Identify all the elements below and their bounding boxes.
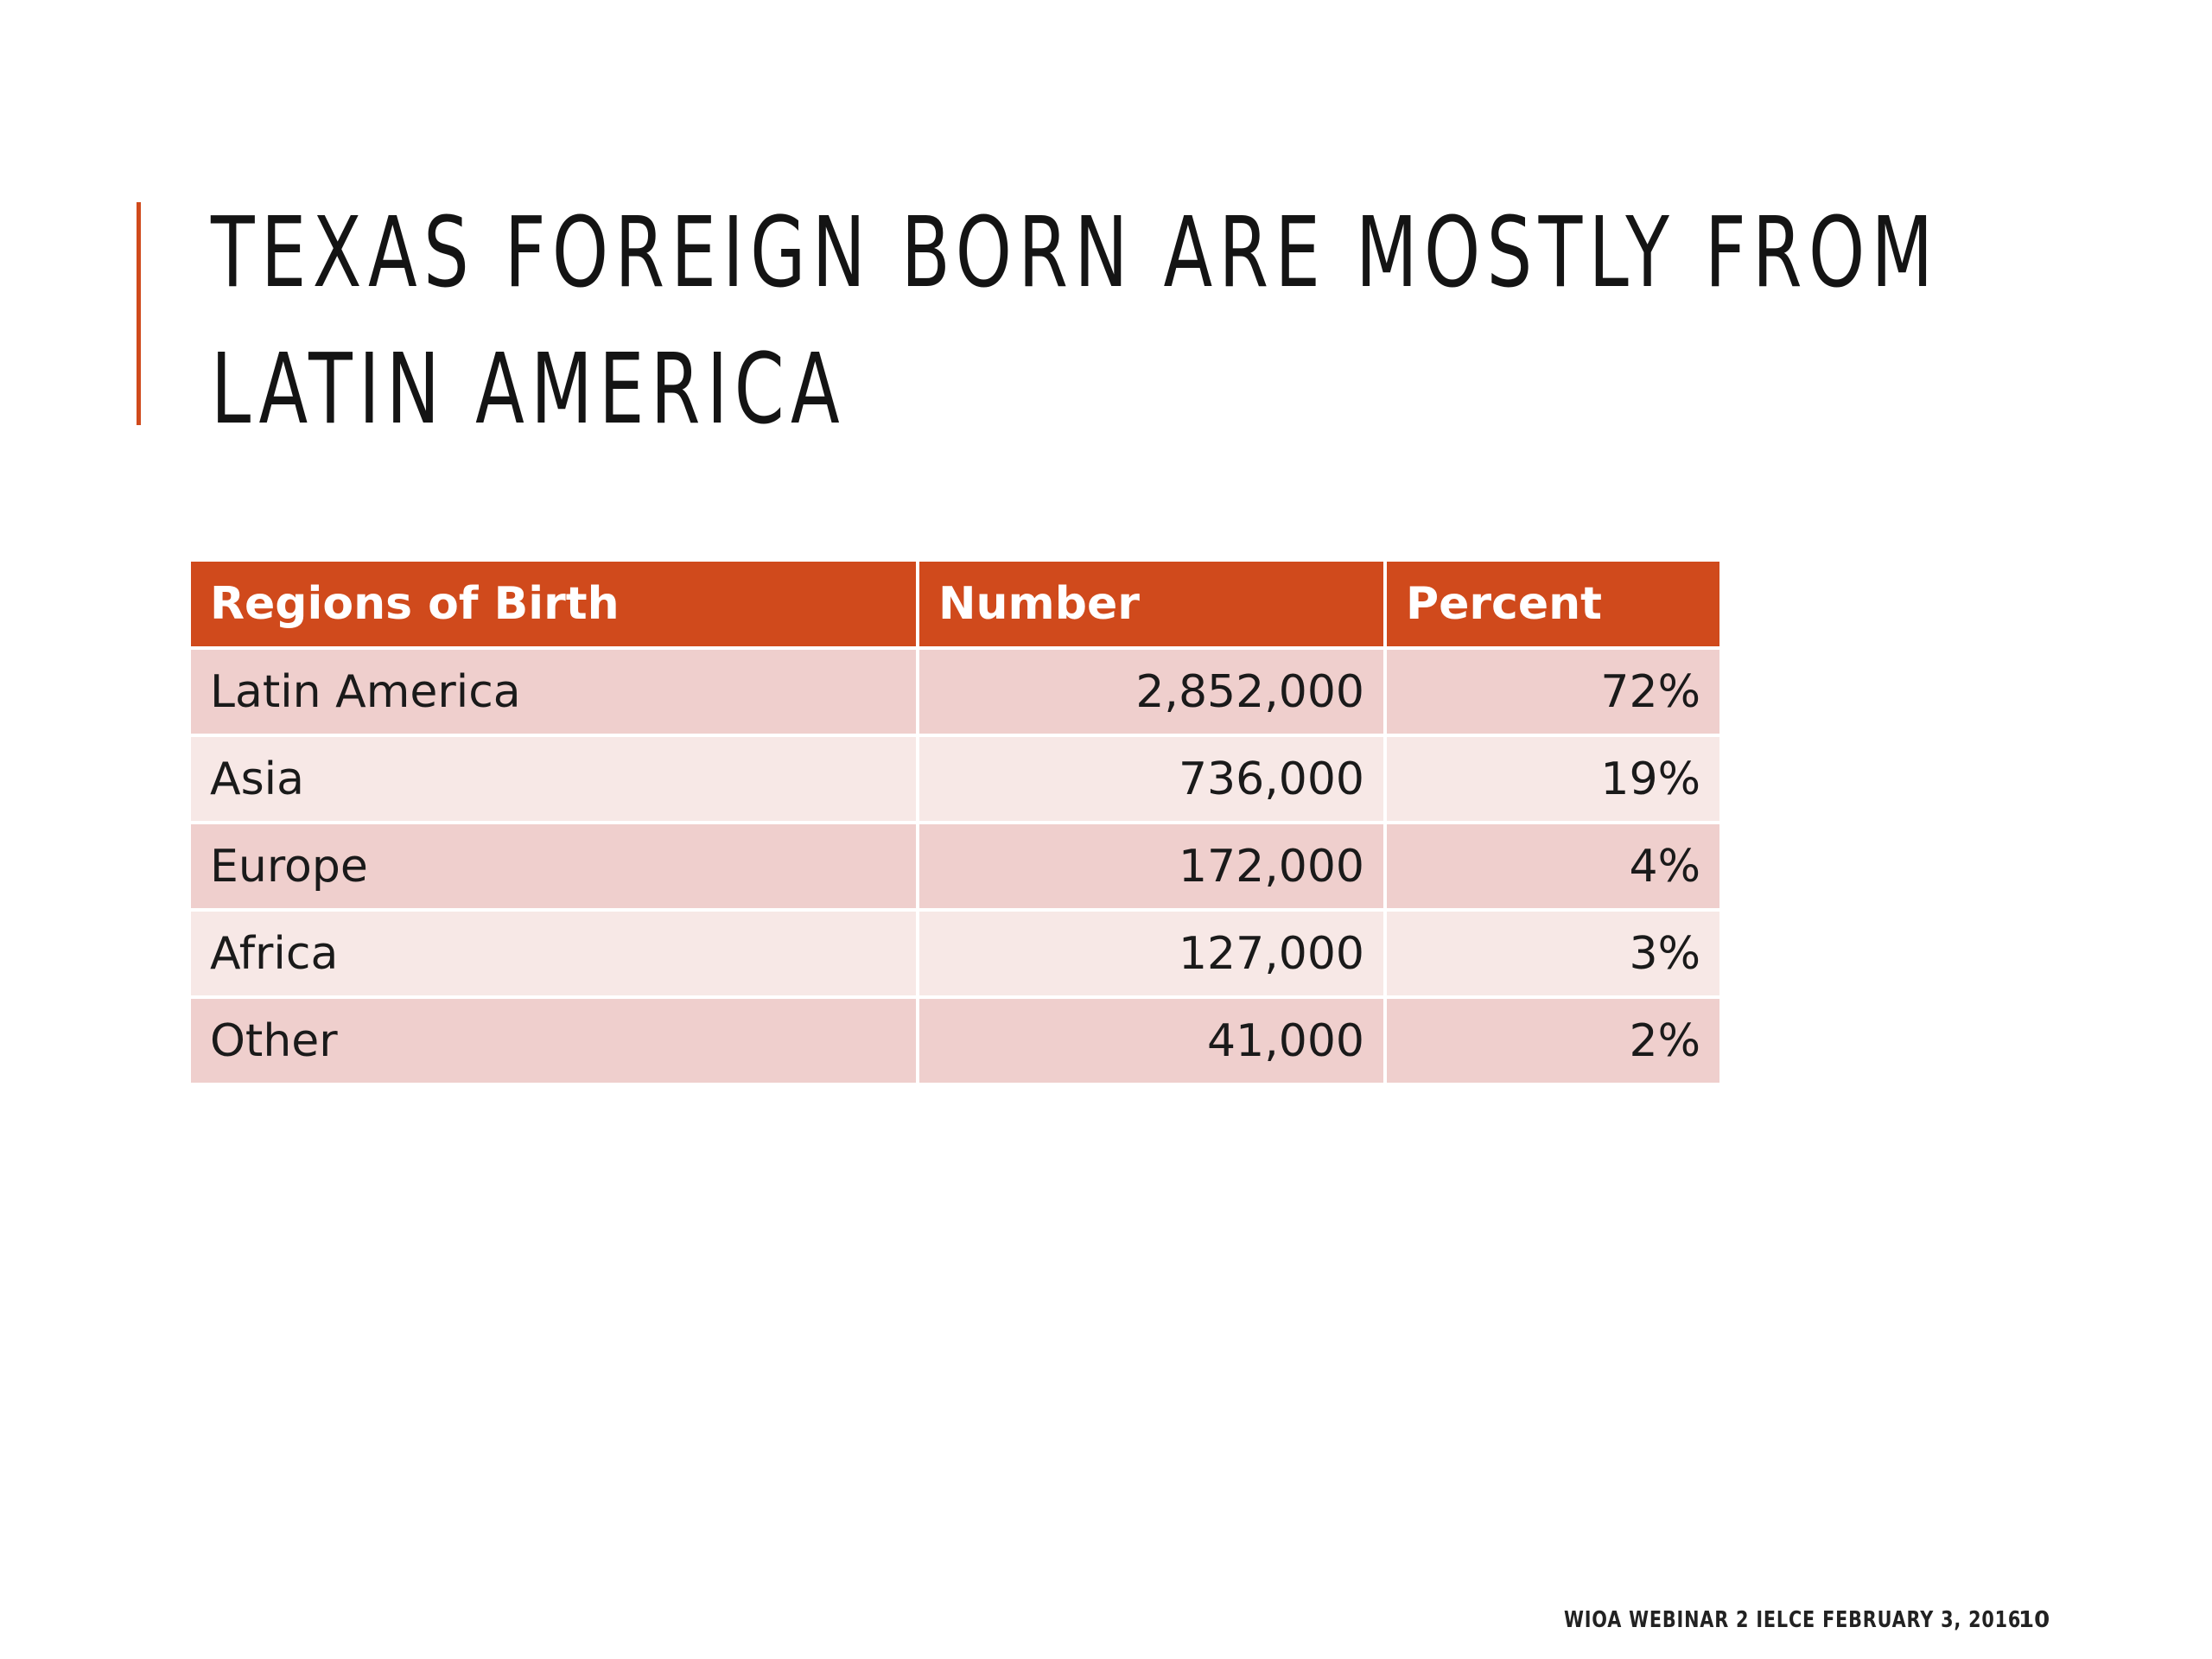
title-accent-bar <box>137 202 141 425</box>
percent-cell: 72% <box>1383 646 1723 737</box>
region-cell: Africa <box>188 908 919 999</box>
region-cell: Other <box>188 995 919 1086</box>
region-cell: Europe <box>188 821 919 912</box>
table-row: Latin America 2,852,000 72% <box>188 646 1723 737</box>
header-percent: Percent <box>1383 558 1723 650</box>
region-cell: Asia <box>188 734 919 824</box>
footer-text: WIOA WEBINAR 2 IELCE FEBRUARY 3, 2016 <box>1564 1607 2022 1633</box>
header-number: Number <box>916 558 1387 650</box>
page-number: 10 <box>2018 1607 2050 1633</box>
table-row: Other 41,000 2% <box>188 995 1723 1086</box>
slide-footer: WIOA WEBINAR 2 IELCE FEBRUARY 3, 2016 <box>1564 1607 2136 1633</box>
region-cell: Latin America <box>188 646 919 737</box>
percent-cell: 2% <box>1383 995 1723 1086</box>
number-cell: 2,852,000 <box>916 646 1387 737</box>
number-cell: 172,000 <box>916 821 1387 912</box>
percent-cell: 4% <box>1383 821 1723 912</box>
table-row: Europe 172,000 4% <box>188 821 1723 912</box>
slide-title: Texas foreign born are mostly from Latin… <box>211 185 1940 458</box>
table-row: Africa 127,000 3% <box>188 908 1723 999</box>
percent-cell: 3% <box>1383 908 1723 999</box>
number-cell: 41,000 <box>916 995 1387 1086</box>
number-cell: 736,000 <box>916 734 1387 824</box>
table-row: Asia 736,000 19% <box>188 734 1723 824</box>
slide-title-line-2: Latin America <box>211 334 847 446</box>
slide-title-line-1: Texas foreign born are mostly from <box>211 197 1940 309</box>
regions-of-birth-table: Regions of Birth Number Percent Latin Am… <box>188 558 1723 1086</box>
table-header-row: Regions of Birth Number Percent <box>188 558 1723 650</box>
percent-cell: 19% <box>1383 734 1723 824</box>
header-regions-of-birth: Regions of Birth <box>188 558 919 650</box>
number-cell: 127,000 <box>916 908 1387 999</box>
